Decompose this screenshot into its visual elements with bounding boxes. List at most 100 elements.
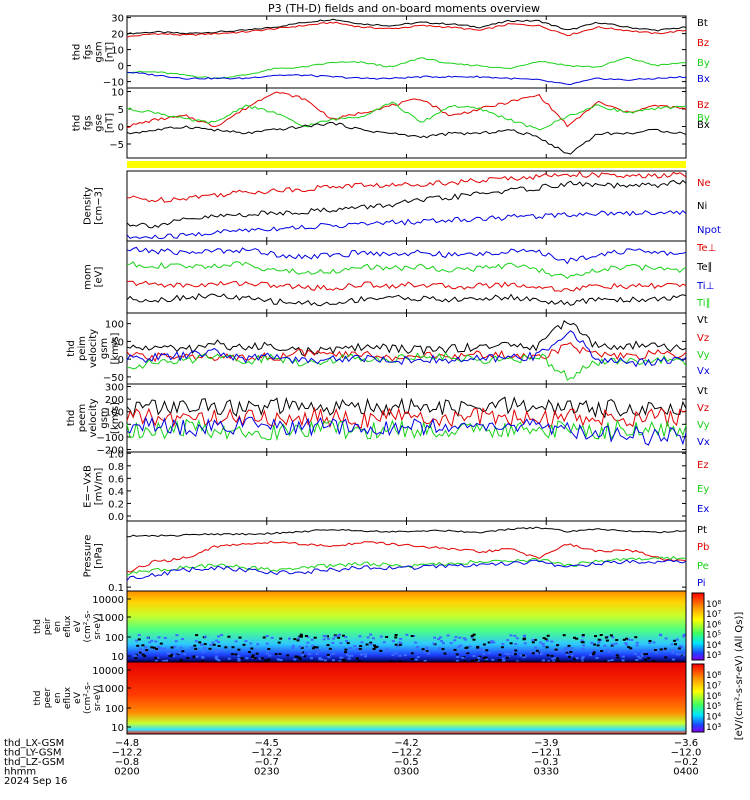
spectrogram-pixel bbox=[399, 642, 403, 645]
spectrogram-pixel bbox=[214, 649, 218, 652]
spectrogram-pixel bbox=[619, 650, 622, 653]
spectrogram-pixel bbox=[663, 647, 667, 650]
colorbar-tick-label: 10⁵ bbox=[706, 702, 721, 712]
spectrogram-pixel bbox=[347, 657, 351, 660]
series-pi-line bbox=[126, 559, 687, 581]
spectrogram-pixel bbox=[482, 652, 486, 655]
spectrogram-pixel bbox=[643, 653, 647, 656]
spectrogram-pixel bbox=[344, 651, 347, 654]
colorbar-tick-label: 10⁸ bbox=[706, 671, 721, 681]
legend-ey: Ey bbox=[697, 484, 709, 495]
y-tick-label: −5 bbox=[109, 140, 124, 151]
spectrogram-pixel bbox=[324, 635, 328, 638]
y-tick-label: 30 bbox=[111, 14, 124, 25]
spectrogram-pixel bbox=[179, 646, 183, 649]
y-axis-label: thdfgsgsm[nT] bbox=[72, 41, 116, 62]
spectrogram-pixel bbox=[198, 641, 202, 644]
spectrogram-pixel bbox=[672, 649, 675, 652]
spectrogram-pixel bbox=[550, 640, 554, 643]
legend-vy: Vy bbox=[697, 350, 710, 361]
spectrogram-pixel bbox=[398, 643, 402, 646]
spectrogram-pixel bbox=[270, 636, 274, 639]
spectrogram-pixel bbox=[410, 635, 414, 637]
spectrogram-pixel bbox=[640, 652, 644, 655]
spectrogram-pixel bbox=[567, 644, 571, 647]
spectrogram-pixel bbox=[399, 637, 403, 640]
spectrogram-pixel bbox=[621, 659, 625, 662]
spectrogram-pixel bbox=[671, 651, 675, 654]
spectrogram-pixel bbox=[300, 646, 304, 649]
spectrogram-pixel bbox=[278, 653, 282, 656]
y-axis-label: thdpeirenefluxeV(cm²-s-sr-eV) bbox=[33, 610, 103, 642]
legend-te: Te∥ bbox=[696, 262, 713, 273]
y-tick-label: 5 bbox=[118, 105, 124, 116]
series-vx-line bbox=[126, 330, 687, 368]
y-tick-label: 100 bbox=[105, 320, 124, 331]
spectrogram-pixel bbox=[501, 657, 505, 660]
legend-bx: Bx bbox=[697, 120, 710, 131]
spectrogram-pixel bbox=[162, 660, 166, 663]
spectrogram-pixel bbox=[173, 645, 177, 648]
spectrogram-pixel bbox=[360, 653, 363, 656]
spectrogram-pixel bbox=[298, 645, 302, 648]
spectrogram-pixel bbox=[425, 650, 429, 652]
panel-frame bbox=[126, 170, 687, 242]
y-tick-label: −100 bbox=[97, 433, 124, 444]
spectrogram-pixel bbox=[326, 644, 330, 647]
spectrogram-pixel bbox=[369, 643, 373, 646]
spectrogram-pixel bbox=[605, 649, 609, 652]
spectrogram-pixel bbox=[507, 653, 511, 656]
legend-ni: Ni bbox=[697, 201, 707, 212]
spectrogram-pixel bbox=[331, 641, 335, 644]
spectrogram-pixel bbox=[682, 635, 686, 638]
y-axis-label: Pressure[nPa] bbox=[83, 535, 105, 578]
spectrogram-pixel bbox=[152, 646, 156, 649]
spectrogram-pixel bbox=[670, 643, 674, 646]
spectrogram-pixel bbox=[209, 643, 213, 646]
spectrogram-pixel bbox=[647, 657, 651, 660]
spectrogram-pixel bbox=[277, 658, 281, 661]
spectrogram-pixel bbox=[483, 657, 486, 659]
spectrogram-pixel bbox=[300, 635, 303, 638]
legend-ti: Ti∥ bbox=[696, 298, 711, 309]
spectrogram-pixel bbox=[458, 636, 462, 639]
spectrogram-pixel bbox=[625, 643, 629, 646]
series-bx-line bbox=[126, 121, 687, 155]
spectrogram-pixel bbox=[554, 657, 558, 660]
spectrogram-pixel bbox=[449, 642, 453, 645]
spectrogram-pixel bbox=[654, 649, 657, 651]
y-tick-label: 10 bbox=[111, 46, 124, 57]
spectrogram-pixel bbox=[650, 650, 653, 653]
spectrogram-pixel bbox=[240, 657, 244, 660]
y-axis-label: E=−VxB[mV/m] bbox=[83, 465, 105, 508]
spectrogram-pixel bbox=[515, 637, 519, 640]
spectrogram-pixel bbox=[138, 651, 142, 654]
spectrogram-pixel bbox=[234, 640, 238, 643]
spectrogram-pixel bbox=[513, 634, 517, 637]
spectrogram-pixel bbox=[534, 646, 538, 649]
spectrogram-pixel bbox=[150, 639, 154, 642]
y-axis-label: thdpeimvelocitygsm[km/s] bbox=[66, 329, 121, 368]
spectrogram-pixel bbox=[592, 649, 596, 652]
y-tick-label: 1000 bbox=[99, 684, 124, 695]
spectrogram-pixel bbox=[379, 635, 383, 638]
spectrogram-pixel bbox=[230, 653, 234, 656]
spectrogram-pixel bbox=[398, 660, 402, 663]
spectrogram-pixel bbox=[573, 636, 576, 639]
x-tick-label: −12.0 bbox=[671, 748, 702, 759]
spectrogram-pixel bbox=[531, 639, 535, 642]
spectrogram-pixel bbox=[322, 634, 326, 637]
spectrogram-pixel bbox=[267, 648, 271, 650]
spectrogram-pixel bbox=[141, 644, 145, 647]
spectrogram-pixel bbox=[394, 636, 398, 639]
spectrogram-pixel bbox=[556, 659, 560, 662]
spectrogram-pixel bbox=[630, 639, 634, 641]
spectrogram-pixel bbox=[581, 641, 585, 644]
x-tick-label: −3.6 bbox=[674, 738, 698, 749]
spectrogram-pixel bbox=[136, 644, 140, 647]
spectrogram-pixel bbox=[568, 655, 571, 658]
x-tick-label: −12.1 bbox=[531, 748, 562, 759]
spectrogram-pixel bbox=[675, 653, 679, 656]
spectrogram-pixel bbox=[509, 642, 513, 645]
